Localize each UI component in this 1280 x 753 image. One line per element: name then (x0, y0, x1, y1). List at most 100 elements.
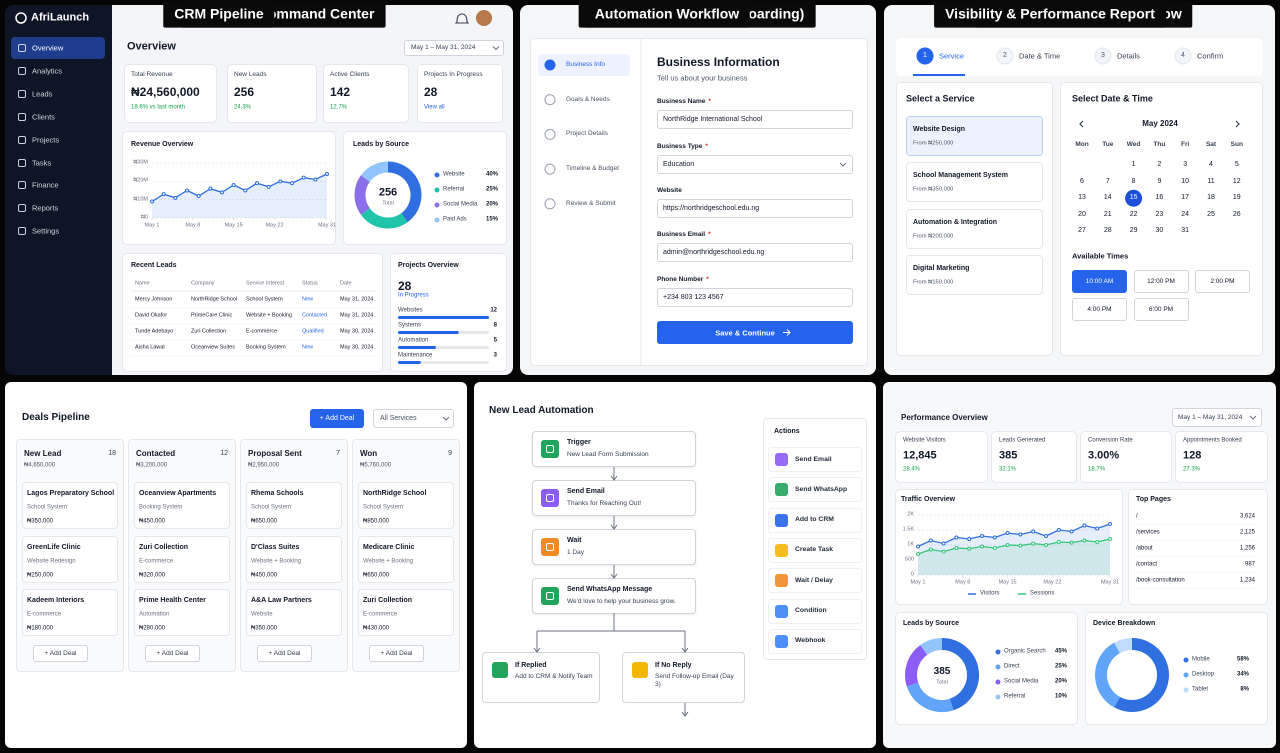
time-label: 4:00 PM (1087, 305, 1112, 313)
node-title: Wait (567, 536, 582, 544)
projects-total: 28 (398, 278, 412, 293)
table-header: Service Interest (246, 280, 285, 287)
deal-card[interactable] (134, 589, 230, 636)
legend-value: 20% (485, 201, 498, 208)
page-views: 3,624 (1239, 513, 1255, 520)
deal-card[interactable] (246, 482, 342, 529)
deal-value: ₦450,000 (139, 518, 166, 525)
input-value: Education (663, 160, 695, 168)
kpi-label: Conversion Rate (1088, 437, 1133, 444)
time-slot[interactable] (1133, 270, 1189, 293)
day: 31 (1181, 227, 1190, 235)
y-tick-label: ₦10M (133, 196, 148, 203)
step-label: Service (939, 51, 965, 61)
action-icon (775, 634, 788, 648)
service-option[interactable] (906, 255, 1043, 295)
service-name: Website Design (913, 125, 965, 133)
legend-value: 40% (485, 171, 498, 178)
required-mark: * (706, 276, 709, 284)
add-deal[interactable] (33, 645, 88, 662)
node-icon (541, 587, 559, 605)
nav-active (11, 37, 105, 59)
page-views: 1,256 (1239, 545, 1255, 552)
day: 9 (1157, 177, 1162, 185)
y-tick-label: 0 (910, 571, 914, 578)
required-mark: * (708, 231, 711, 239)
workflow-node[interactable] (532, 529, 696, 565)
step-label: Date & Time (1019, 51, 1061, 61)
deal-card[interactable] (246, 535, 342, 583)
input[interactable] (657, 288, 853, 307)
time-label: 10:00 AM (1085, 277, 1114, 285)
section-title: New Lead Automation (489, 405, 594, 416)
deal-service: Website Redesign (27, 557, 76, 564)
button-label: + Add Deal (319, 414, 355, 422)
service-option[interactable] (906, 116, 1043, 156)
step-active (538, 54, 630, 76)
deal-name: NorthRidge School (363, 489, 427, 497)
add-deal[interactable] (369, 645, 424, 662)
deal-service: Booking System (139, 504, 183, 511)
deal-card[interactable] (22, 535, 118, 583)
input[interactable] (657, 243, 853, 262)
y-tick-label: 1.5K (902, 526, 914, 533)
add-deal[interactable] (257, 645, 312, 662)
node-icon (541, 489, 559, 507)
node-text: Add to CRM & Notify Team (515, 673, 593, 680)
deal-service: E-commerce (363, 611, 398, 618)
deal-card[interactable] (22, 482, 118, 529)
filter[interactable] (373, 409, 454, 428)
legend-label: Referral (1004, 693, 1026, 700)
deal-card[interactable] (358, 589, 454, 636)
legend-value: 8% (1240, 686, 1249, 693)
time-label: 2:00 PM (1210, 277, 1235, 285)
service-option[interactable] (906, 162, 1043, 202)
submit-button[interactable] (657, 321, 853, 344)
input[interactable] (657, 199, 853, 218)
deal-card[interactable] (358, 482, 454, 529)
donut-total-label: Total (382, 200, 394, 207)
month: May 2024 (1142, 119, 1178, 129)
date-range: May 1 – May 31, 2024 (411, 44, 476, 52)
deal-card[interactable] (134, 535, 230, 583)
kpi-label: Active Clients (330, 71, 370, 79)
add-deal[interactable] (145, 645, 200, 662)
time-slot[interactable] (1072, 270, 1127, 293)
service-name: Automation & Integration (913, 218, 997, 226)
input[interactable] (657, 110, 853, 129)
date-picker[interactable] (1172, 408, 1262, 427)
field-label: Business Name * (657, 98, 711, 106)
date-picker[interactable] (404, 40, 504, 56)
kpi-change: 18.6% vs last month (131, 104, 186, 111)
x-tick-label: May 22 (1043, 579, 1062, 586)
service-price: From ₦200,000 (913, 233, 954, 240)
deal-card[interactable] (22, 589, 118, 636)
legend-value: 25% (485, 186, 498, 193)
workflow-node[interactable] (532, 480, 696, 516)
input[interactable] (657, 155, 853, 174)
table-cell: Mercy Johnson (135, 296, 173, 303)
filter-label: All Services (380, 414, 417, 422)
step-label: Review & Submit (566, 199, 616, 207)
table-cell: Oceanview Suites (191, 344, 236, 351)
y-tick-label: 1K (907, 541, 914, 548)
service-option[interactable] (906, 209, 1043, 249)
action-icon (775, 574, 788, 588)
workflow-node[interactable] (532, 431, 696, 467)
time-slot[interactable] (1195, 270, 1250, 293)
times-title: Available Times (1072, 251, 1129, 261)
kpi-value: ₦24,560,000 (131, 84, 200, 99)
time-slot[interactable] (1133, 298, 1189, 321)
time-slot[interactable] (1072, 298, 1127, 321)
deal-card[interactable] (358, 535, 454, 583)
day: 23 (1155, 210, 1164, 218)
table-cell: New (302, 296, 314, 303)
nav-item: Projects (32, 135, 60, 145)
kpi-card (227, 64, 317, 123)
deal-card[interactable] (246, 589, 342, 636)
add-deal-button[interactable] (310, 409, 364, 428)
action-label: Send Email (795, 455, 832, 463)
kpi-change: 27.3% (1183, 466, 1201, 473)
weekday: Tue (1102, 141, 1114, 149)
deal-card[interactable] (134, 482, 230, 529)
